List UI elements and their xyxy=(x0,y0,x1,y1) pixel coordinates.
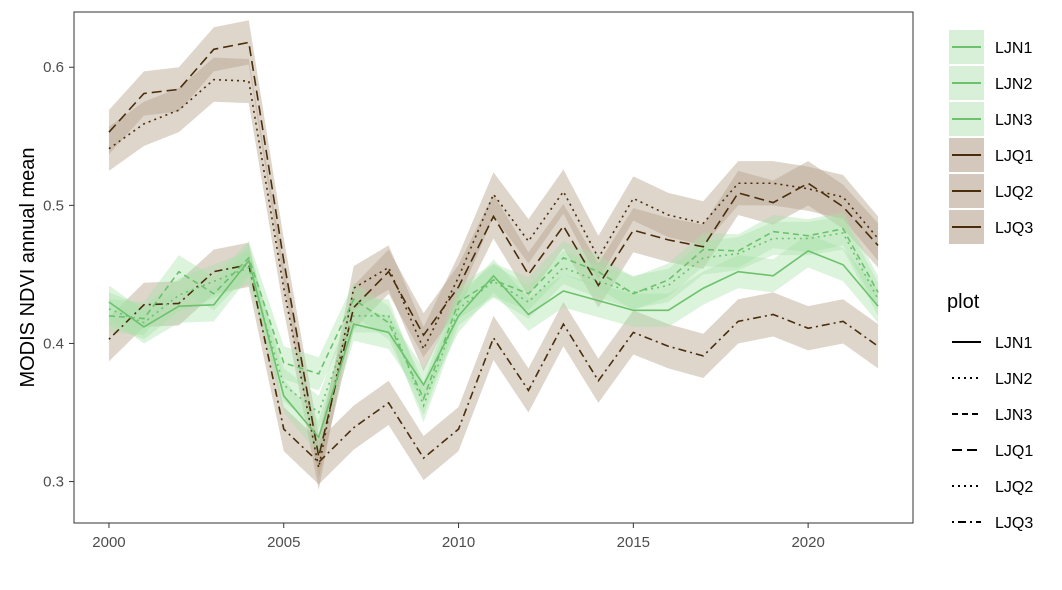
y-tick-label-0.5: 0.5 xyxy=(43,197,64,214)
legend-fill-item-ljn1: LJN1 xyxy=(949,30,1032,64)
legend-linetype-item-ljq2: LJQ2 xyxy=(952,479,1033,496)
line-ljq2 xyxy=(108,78,879,468)
legend-fill-item-ljq2: LJQ2 xyxy=(949,174,1033,208)
x-axis: 2000 2005 2010 2015 2020 xyxy=(92,523,825,551)
legend-fill-label-ljn3: LJN3 xyxy=(995,112,1032,129)
legend-fill: LJN1 LJN2 LJN3 LJQ1 LJQ2 LJQ3 xyxy=(949,30,1033,244)
legend-linetype-label-ljn1: LJN1 xyxy=(995,335,1032,352)
x-tick-label-2005: 2005 xyxy=(267,534,300,551)
series-lines xyxy=(108,41,879,468)
legend-fill-item-ljq3: LJQ3 xyxy=(949,210,1033,244)
y-axis-title: MODIS NDVI annual mean xyxy=(17,147,39,387)
line-ljn3 xyxy=(108,227,879,401)
legend-fill-item-ljq1: LJQ1 xyxy=(949,138,1033,172)
confidence-bands xyxy=(108,20,879,490)
legend-linetype-label-ljq3: LJQ3 xyxy=(995,515,1033,532)
x-tick-label-2020: 2020 xyxy=(791,534,824,551)
band-ljn1 xyxy=(108,234,879,454)
legend-linetype: LJN1 LJN2 LJN3 LJQ1 LJQ2 LJQ3 xyxy=(952,335,1033,532)
line-ljq3 xyxy=(108,263,879,464)
band-ljn2 xyxy=(108,216,879,430)
band-ljq2 xyxy=(108,57,879,490)
legend-linetype-title: plot xyxy=(947,291,980,313)
x-tick-label-2015: 2015 xyxy=(617,534,650,551)
legend-fill-label-ljq2: LJQ2 xyxy=(995,184,1033,201)
line-ljq1 xyxy=(108,41,879,457)
plot-panel-border xyxy=(73,11,914,524)
legend-linetype-item-ljn1: LJN1 xyxy=(952,335,1032,352)
legend-linetype-item-ljn2: LJN2 xyxy=(952,371,1032,388)
legend-fill-item-ljn3: LJN3 xyxy=(949,102,1032,136)
band-ljn3 xyxy=(108,212,879,416)
legend-fill-item-ljn2: LJN2 xyxy=(949,66,1032,100)
y-axis: 0.3 0.4 0.5 0.6 xyxy=(43,59,74,491)
legend-linetype-item-ljq1: LJQ1 xyxy=(952,443,1033,460)
legend-linetype-item-ljq3: LJQ3 xyxy=(952,515,1033,532)
y-tick-label-0.3: 0.3 xyxy=(43,474,64,491)
line-ljn1 xyxy=(108,250,879,440)
band-ljq3 xyxy=(108,242,879,485)
legend-fill-label-ljq3: LJQ3 xyxy=(995,220,1033,237)
legend-fill-label-ljn1: LJN1 xyxy=(995,40,1032,57)
legend-linetype-label-ljq1: LJQ1 xyxy=(995,443,1033,460)
legend-fill-label-ljq1: LJQ1 xyxy=(995,148,1033,165)
legend-fill-label-ljn2: LJN2 xyxy=(995,76,1032,93)
x-tick-label-2000: 2000 xyxy=(92,534,125,551)
y-tick-label-0.4: 0.4 xyxy=(43,335,64,352)
legend-linetype-label-ljq2: LJQ2 xyxy=(995,479,1033,496)
y-tick-label-0.6: 0.6 xyxy=(43,59,64,76)
legend-linetype-item-ljn3: LJN3 xyxy=(952,407,1032,424)
x-tick-label-2010: 2010 xyxy=(442,534,475,551)
line-ljn2 xyxy=(108,232,879,414)
legend-linetype-label-ljn3: LJN3 xyxy=(995,407,1032,424)
band-ljq1 xyxy=(108,20,879,479)
legend-linetype-label-ljn2: LJN2 xyxy=(995,371,1032,388)
